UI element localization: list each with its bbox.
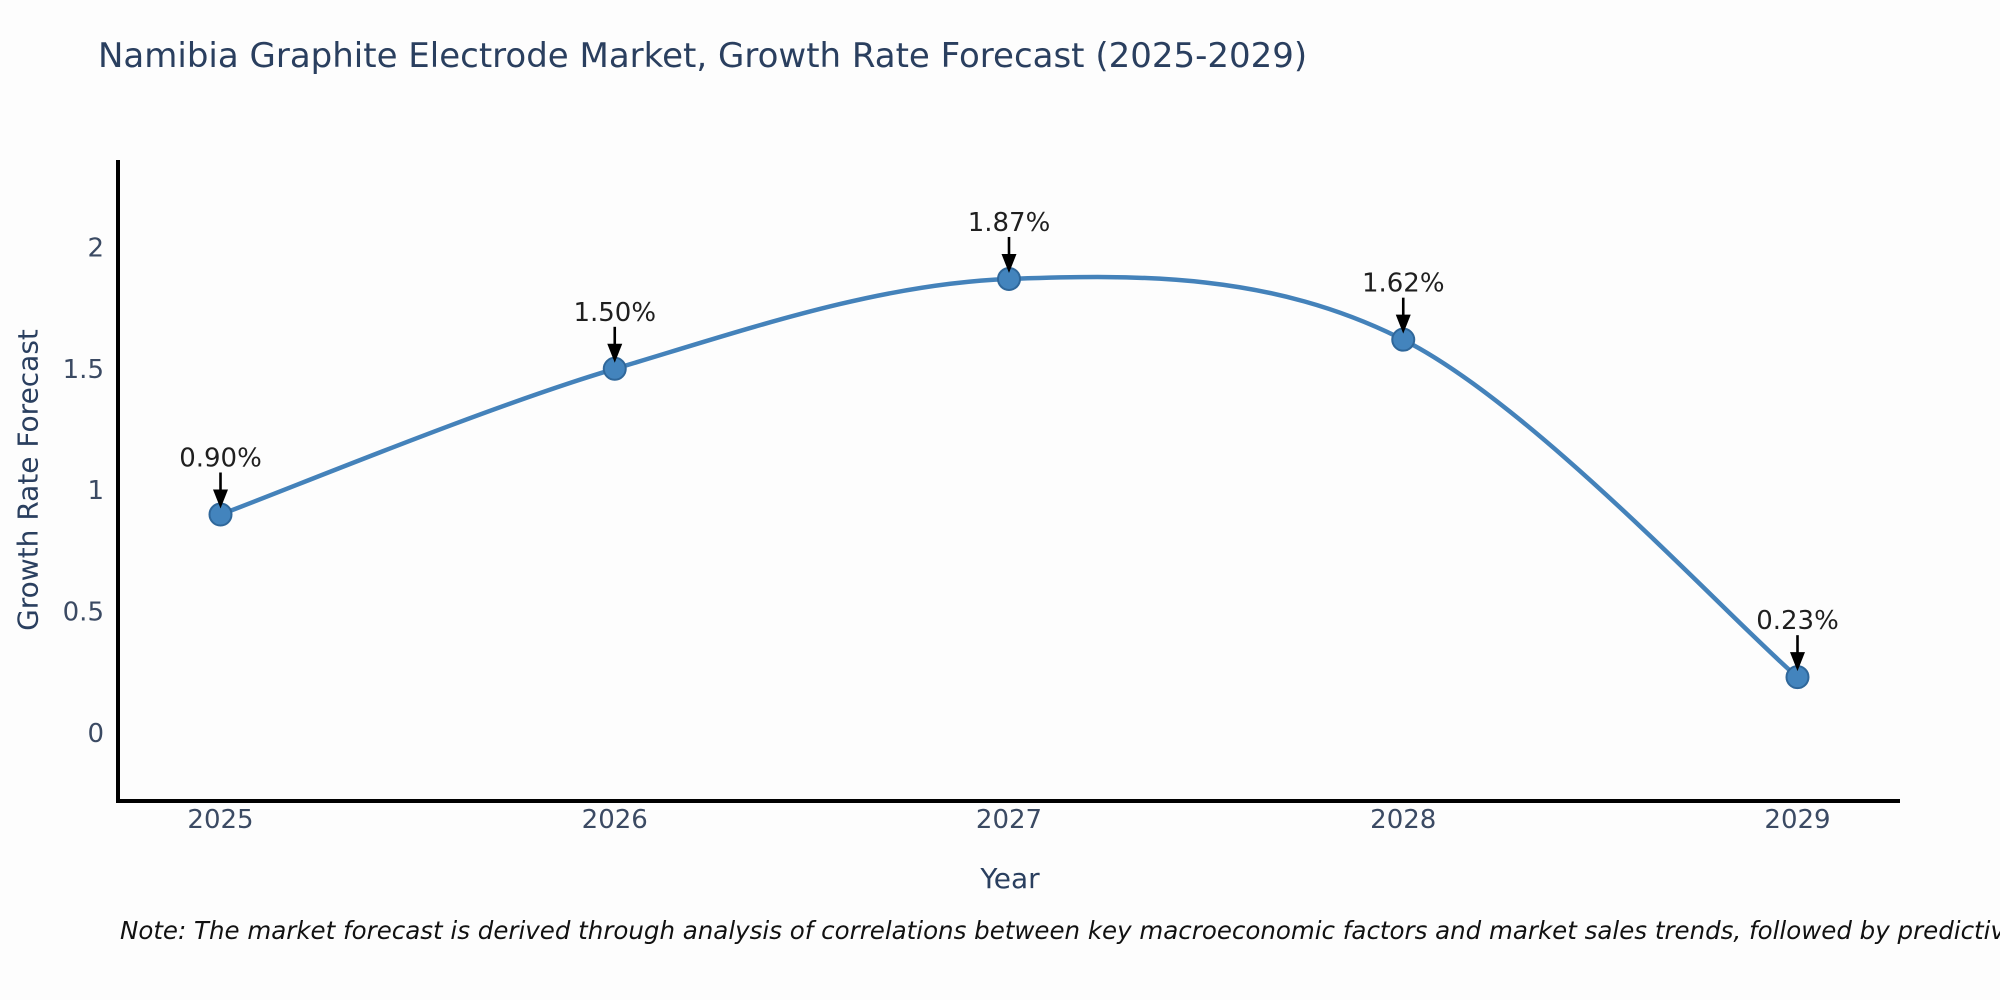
y-axis-title: Growth Rate Forecast	[11, 329, 45, 631]
x-tick-label: 2025	[187, 805, 253, 835]
x-tick-label: 2029	[1764, 805, 1830, 835]
x-tick-label: 2026	[582, 805, 648, 835]
annotation-arrowhead-icon	[1789, 652, 1805, 672]
annotation-arrowhead-icon	[1395, 314, 1411, 334]
point-value-label: 0.23%	[1756, 606, 1839, 636]
point-value-label: 0.90%	[179, 443, 262, 473]
point-value-label: 1.87%	[968, 208, 1051, 238]
y-tick-label: 0	[87, 719, 104, 749]
y-tick-label: 2	[87, 233, 104, 263]
annotation-arrowhead-icon	[607, 343, 623, 363]
x-tick-label: 2027	[976, 805, 1042, 835]
x-axis-title: Year	[980, 862, 1040, 895]
forecast-line	[218, 274, 1800, 680]
y-tick-label: 1.5	[63, 355, 104, 385]
chart-title: Namibia Graphite Electrode Market, Growt…	[98, 36, 1308, 76]
point-value-label: 1.50%	[573, 298, 656, 328]
x-tick-label: 2028	[1370, 805, 1436, 835]
point-value-label: 1.62%	[1362, 269, 1445, 299]
annotation-arrowhead-icon	[1001, 253, 1017, 273]
y-tick-label: 1	[87, 476, 104, 506]
annotation-arrowhead-icon	[213, 489, 229, 509]
footnote: Note: The market forecast is derived thr…	[120, 916, 2000, 945]
y-tick-label: 0.5	[63, 598, 104, 628]
